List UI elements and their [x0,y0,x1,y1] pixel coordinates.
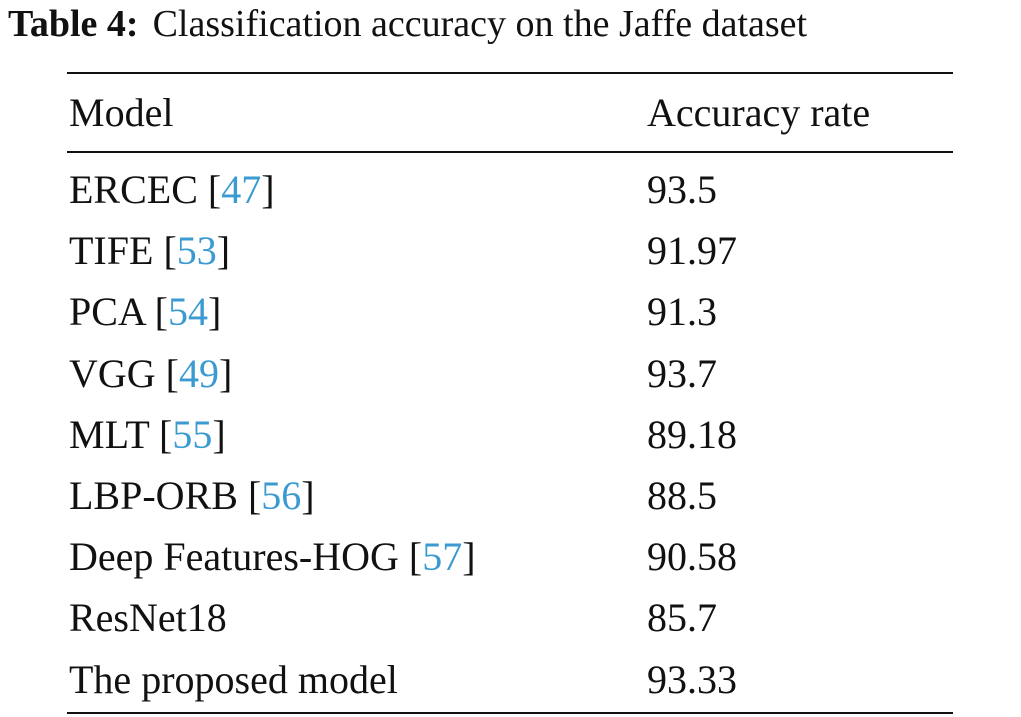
model-name: ERCEC [69,167,198,212]
citation[interactable]: 55 [172,411,213,457]
model-cell: PCA [54] [69,289,221,335]
model-name: Deep Features-HOG [69,534,399,580]
model-cell: Deep Features-HOG [57] [69,534,476,580]
accuracy-cell: 88.5 [647,473,717,518]
bracket: ] [462,534,476,580]
citation[interactable]: 53 [176,228,217,274]
accuracy-cell: 93.33 [647,656,737,702]
citation[interactable]: 57 [422,534,463,580]
citation[interactable]: 47 [221,167,262,212]
header-cell: Model [69,90,174,135]
caption-label: Table 4: [8,3,139,45]
citation[interactable]: 54 [167,289,208,335]
bracket: ] [207,289,222,335]
accuracy-cell: 93.5 [647,167,717,212]
bracket: [ [165,350,179,396]
caption-text: Classification accuracy on the Jaffe dat… [152,3,808,45]
model-cell: ResNet18 [69,595,227,641]
model-cell: MLT [55] [69,412,226,458]
model-cell: The proposed model [69,657,398,703]
citation[interactable]: 56 [261,473,302,518]
model-name: The proposed model [69,656,398,702]
mid-rule [67,151,953,153]
model-name: PCA [69,289,145,335]
bracket: ] [301,473,315,518]
model-name: MLT [69,411,150,457]
bracket: [ [163,228,177,274]
bracket: ] [219,350,233,396]
bracket: [ [154,289,168,335]
bracket: ] [216,228,231,274]
accuracy-cell: 91.3 [647,289,717,335]
model-cell: TIFE [53] [69,228,230,274]
accuracy-cell: 91.97 [647,228,737,274]
accuracy-cell: 89.18 [647,411,737,457]
header-cell: Accuracy rate [647,90,871,135]
model-cell: LBP-ORB [56] [69,473,315,519]
model-cell: VGG [49] [69,351,232,397]
bottom-rule [67,712,953,714]
model-name: ResNet18 [69,595,227,641]
accuracy-cell: 90.58 [647,534,737,580]
model-name: TIFE [69,228,154,274]
bracket: ] [212,411,226,457]
bracket: [ [207,167,222,212]
bracket: ] [261,167,275,212]
bracket: [ [159,411,173,457]
model-cell: ERCEC [47] [69,167,275,213]
accuracy-cell: 93.7 [647,350,717,396]
top-rule [67,72,953,74]
bracket: [ [247,473,262,518]
model-name: LBP-ORB [69,473,238,518]
citation[interactable]: 49 [179,350,219,396]
caption: Table 4: Classification accuracy on the J… [8,2,807,46]
accuracy-cell: 85.7 [647,595,717,641]
model-name: VGG [69,350,156,396]
bracket: [ [408,534,423,580]
